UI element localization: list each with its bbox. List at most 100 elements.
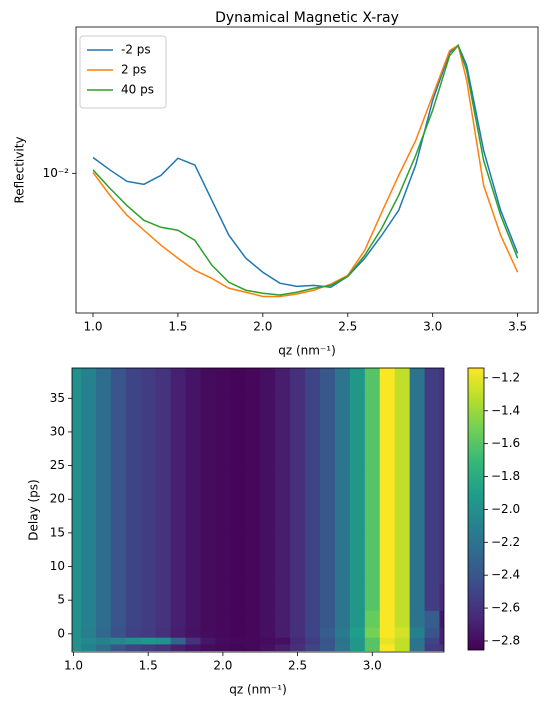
heatmap-cell [424, 583, 441, 611]
x-tick-label: 3.0 [423, 320, 442, 334]
heatmap-cell [364, 465, 381, 534]
x-tick-label: 3.0 [363, 659, 382, 673]
heatmap-cell [155, 643, 172, 652]
heatmap-cell [349, 610, 366, 628]
heatmap-cell [140, 610, 157, 628]
heatmap-cell [125, 583, 142, 611]
heatmap-cell [200, 532, 216, 584]
colorbar-tick-label: −2.8 [491, 633, 520, 647]
x-axis-label: qz (nm⁻¹) [229, 683, 287, 697]
heatmap-cell [245, 637, 261, 645]
heatmap-cell [230, 643, 246, 652]
heatmap-cell [409, 368, 426, 399]
heatmap-cell [125, 610, 142, 628]
heatmap-cell [305, 368, 321, 399]
heatmap-cell [155, 465, 172, 534]
heatmap-cell [230, 398, 246, 467]
y-tick-label: 5 [57, 593, 65, 607]
heatmap-cell [394, 398, 411, 467]
heatmap-cell [110, 637, 127, 645]
heatmap-cell [290, 532, 306, 584]
heatmap-cell [72, 465, 82, 534]
heatmap-cell [305, 398, 321, 467]
heatmap-cell [230, 465, 246, 534]
heatmap-cell [379, 398, 396, 467]
heatmap-cell [424, 532, 441, 584]
heatmap-cell [320, 368, 336, 399]
heatmap-cell [260, 532, 276, 584]
heatmap-cell [349, 532, 366, 584]
heatmap-cell [110, 465, 127, 534]
heatmap-cell [349, 583, 366, 611]
heatmap-cell [379, 643, 396, 652]
y-tick-label: 0 [57, 626, 65, 640]
heatmap-cell [379, 637, 396, 645]
heatmap-cell [364, 583, 381, 611]
heatmap-cell [170, 398, 187, 467]
y-tick-label: 15 [50, 525, 65, 539]
y-tick-label: 30 [50, 424, 65, 438]
heatmap-cell [95, 627, 112, 638]
heatmap-cell [110, 398, 127, 467]
heatmap-cell [290, 465, 306, 534]
heatmap-cell [334, 532, 351, 584]
x-tick-label: 2.0 [213, 659, 232, 673]
heatmap-cell [72, 610, 82, 628]
heatmap-cell [185, 643, 201, 652]
heatmap-cell [140, 583, 157, 611]
heatmap-cell [305, 627, 321, 638]
colorbar-tick-label: −2.6 [491, 601, 520, 615]
legend-label: -2 ps [121, 43, 151, 57]
heatmap-cell [95, 637, 112, 645]
heatmap-cell [110, 532, 127, 584]
heatmap-cell [439, 368, 444, 399]
heatmap-cell [290, 368, 306, 399]
heatmap-cell [334, 465, 351, 534]
heatmap-cell [275, 465, 291, 534]
heatmap-cell [275, 583, 291, 611]
heatmap-cell [110, 643, 127, 652]
y-axis-label: Reflectivity [13, 136, 27, 203]
heatmap-cell [394, 637, 411, 645]
heatmap-cell [72, 398, 82, 467]
heatmap-cell [170, 532, 187, 584]
heatmap-cell [185, 532, 201, 584]
heatmap-cell [200, 627, 216, 638]
colorbar-tick-label: −1.4 [491, 403, 520, 417]
heatmap-cell [334, 583, 351, 611]
heatmap-cell [95, 368, 112, 399]
heatmap-cell [290, 610, 306, 628]
heatmap-cell [409, 643, 426, 652]
heatmap-cell [170, 610, 187, 628]
y-tick-label: 35 [50, 391, 65, 405]
heatmap-cell [215, 610, 231, 628]
heatmap-cell [125, 368, 142, 399]
heatmap-cell [260, 398, 276, 467]
heatmap-cell [80, 465, 97, 534]
heatmap-cell [72, 643, 82, 652]
heatmap-cell [140, 643, 157, 652]
heatmap-cell [394, 583, 411, 611]
heatmap-cell [409, 583, 426, 611]
legend-label: 2 ps [121, 63, 146, 77]
heatmap-cell [379, 610, 396, 628]
colorbar-tick-label: −2.4 [491, 568, 520, 582]
heatmap-cell [140, 398, 157, 467]
heatmap-cell [439, 627, 444, 638]
colorbar [467, 367, 485, 651]
heatmap-cell [349, 368, 366, 399]
heatmap-cell [125, 532, 142, 584]
heatmap-cell [185, 637, 201, 645]
heatmap-cell [260, 643, 276, 652]
heatmap-cell [72, 583, 82, 611]
heatmap-cell [290, 398, 306, 467]
heatmap-cell [80, 398, 97, 467]
heatmap-cell [230, 610, 246, 628]
heatmap-cell [439, 398, 444, 467]
heatmap-cell [72, 532, 82, 584]
heatmap-cell [185, 368, 201, 399]
heatmap-cell [349, 398, 366, 467]
heatmap-cell [80, 583, 97, 611]
heatmap-cell [394, 368, 411, 399]
